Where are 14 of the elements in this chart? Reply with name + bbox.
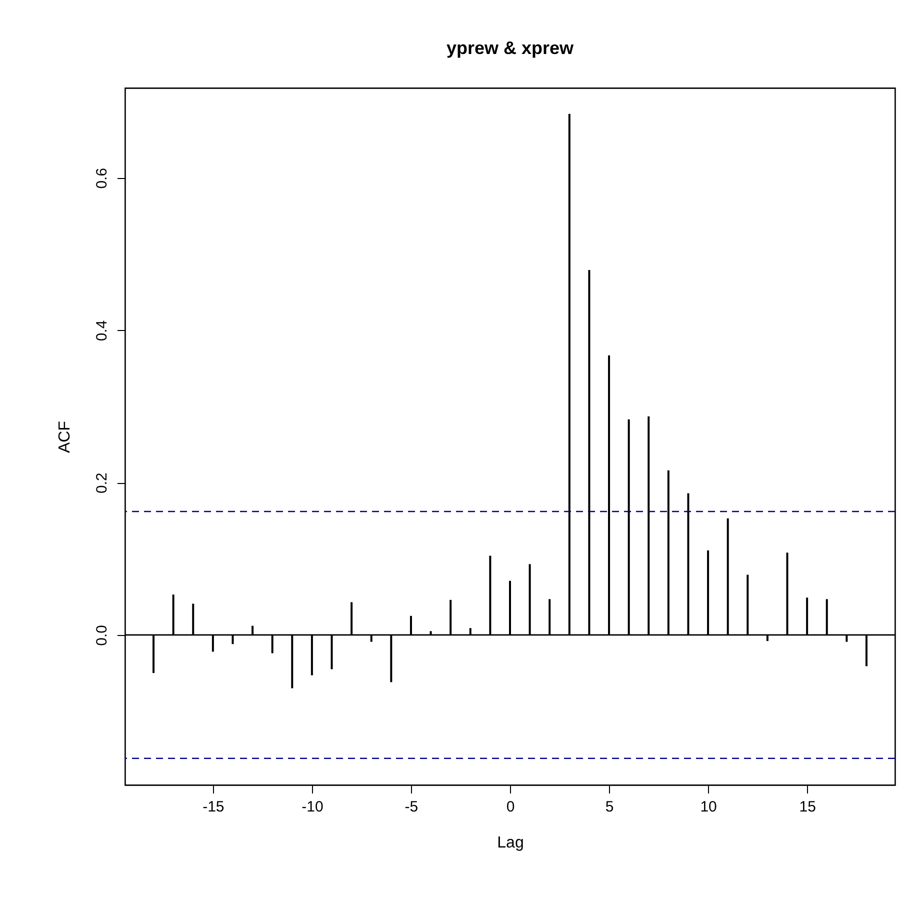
x-tick-label: 5 [605,798,614,816]
x-tick-label: -15 [202,798,224,816]
x-tick-label: -10 [302,798,324,816]
y-tick-label: 0.2 [94,472,110,494]
x-tick-label: 15 [799,798,816,816]
y-tick-label: 0.0 [94,625,110,646]
x-tick-label: 0 [506,798,515,816]
chart-title: yprew & xprew [446,38,575,58]
x-tick-label: -5 [404,798,418,816]
x-tick-label: 10 [700,798,717,816]
y-tick-label: 0.6 [94,168,110,189]
y-tick-label: 0.4 [94,320,110,342]
y-axis-title: ACF [56,420,74,453]
x-axis-title: Lag [497,834,524,852]
